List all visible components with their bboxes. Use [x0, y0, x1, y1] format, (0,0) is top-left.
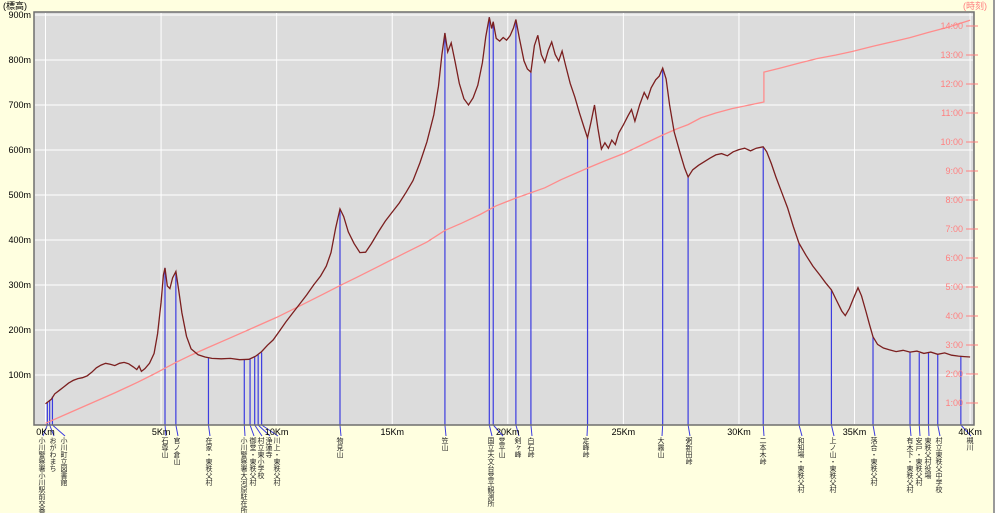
x-axis-label: 15Km: [380, 427, 404, 437]
waypoint-leader-line: [515, 424, 520, 437]
waypoint-leader-line: [830, 424, 835, 437]
waypoint-label: 村立東秩父中学校: [935, 437, 942, 493]
waypoint-label: 大霧山: [657, 437, 664, 458]
waypoint-leader-line: [586, 424, 589, 437]
time-axis-label: 1:00: [945, 398, 963, 408]
x-axis-label: 40Km: [958, 427, 982, 437]
time-axis-label: 8:00: [945, 195, 963, 205]
x-axis-label: 5Km: [152, 427, 171, 437]
time-axis-label: 7:00: [945, 224, 963, 234]
time-axis-label: 10:00: [940, 137, 963, 147]
waypoint-leader-line: [243, 424, 246, 437]
time-axis-label: 13:00: [940, 50, 963, 60]
waypoint-leader-line: [175, 424, 179, 437]
x-axis-label: 25Km: [612, 427, 636, 437]
waypoint-leader-line: [530, 424, 533, 437]
waypoint-leader-line: [909, 424, 912, 437]
waypoint-leader-line: [207, 424, 211, 437]
time-axis-label: 9:00: [945, 166, 963, 176]
y-axis-label: 800m: [8, 55, 31, 65]
y-axis-label: 400m: [8, 235, 31, 245]
waypoint-label: 有木下・東秩父村: [906, 437, 913, 493]
time-axis-label: 6:00: [945, 253, 963, 263]
x-axis-label: 20Km: [496, 427, 520, 437]
waypoint-label: 東秩父村役場: [924, 437, 931, 479]
waypoint-label: 槻川: [966, 437, 973, 451]
waypoint-leader-line: [687, 424, 691, 437]
elevation-line: [45, 17, 971, 405]
waypoint-leader-line: [257, 424, 271, 437]
waypoint-leader-line: [960, 424, 972, 437]
time-axis-label: 11:00: [941, 108, 963, 118]
waypoint-leader-line: [762, 424, 765, 437]
waypoint-leader-line: [798, 424, 803, 437]
waypoint-label: 御堂・東秩父村: [249, 437, 256, 486]
waypoint-leader-line: [872, 424, 876, 437]
time-axis-label: 4:00: [945, 311, 963, 321]
y-axis-label: 300m: [8, 280, 31, 290]
time-line: [45, 19, 971, 424]
waypoint-label: 小川警察署小川駅前交番: [38, 437, 45, 513]
waypoint-leader-line: [927, 424, 930, 437]
waypoint-label: 堂平山: [498, 437, 505, 458]
waypoint-leader-line: [261, 424, 279, 437]
waypoint-label: 和知場・東秩父村: [797, 437, 804, 493]
x-axis-label: 0Km: [36, 427, 55, 437]
waypoint-label: 粥新田峠: [685, 437, 692, 465]
waypoint-label: 白石峠: [527, 437, 534, 458]
time-axis-label: 3:00: [945, 340, 963, 350]
x-axis-label: 10Km: [265, 427, 289, 437]
waypoint-leader-line: [49, 424, 55, 437]
y-axis-label: 500m: [8, 190, 31, 200]
waypoint-leader-line: [249, 424, 255, 437]
waypoint-leader-line: [42, 424, 48, 437]
waypoint-label: 国立天文台堂平観測所: [487, 437, 494, 507]
y-axis-label: 600m: [8, 145, 31, 155]
waypoint-label: 笠山: [441, 437, 448, 451]
waypoint-leader-line: [444, 424, 447, 437]
waypoint-label: 安戸・東秩父村: [915, 437, 922, 486]
plot-background: [34, 12, 974, 425]
waypoint-leader-line: [52, 424, 66, 437]
waypoint-label: 小川町立図書館: [60, 437, 67, 486]
waypoint-label: 在家・東秩父村: [205, 437, 212, 486]
waypoint-label: 村立東小学校: [257, 437, 264, 479]
waypoint-leader-line: [492, 424, 504, 437]
waypoint-label: 定峰峠: [582, 437, 589, 458]
waypoint-leader-line: [339, 424, 342, 437]
waypoint-label: 上ノ山・東秩父村: [829, 437, 836, 493]
waypoint-label: 小川警察署大河原駐在所: [240, 437, 247, 513]
waypoint-label: 浄蓮寺: [265, 437, 272, 458]
y-axis-label: 100m: [8, 370, 31, 380]
elevation-axis-title: (標高): [3, 1, 27, 11]
waypoint-label: 石尊山: [161, 437, 168, 458]
waypoint-leader-line: [661, 424, 664, 437]
waypoint-label: 物見山: [336, 437, 343, 458]
time-axis-label: 12:00: [940, 79, 963, 89]
waypoint-label: 二本木峠: [759, 437, 766, 465]
waypoint-leader-line: [164, 424, 167, 437]
waypoint-leader-line: [488, 424, 493, 437]
waypoint-label: おがわまち: [49, 437, 56, 472]
time-axis-title: (時刻): [963, 1, 987, 11]
plot-border: [33, 11, 975, 426]
waypoint-leader-line: [918, 424, 921, 437]
y-axis-label: 700m: [8, 100, 31, 110]
time-axis-label: 5:00: [945, 282, 963, 292]
time-axis-label: 2:00: [945, 369, 963, 379]
waypoint-label: 川上・東秩父村: [273, 437, 280, 486]
waypoint-label: 官ノ倉山: [173, 437, 180, 465]
waypoint-leader-line: [254, 424, 263, 437]
time-axis-label: 14:00: [940, 21, 963, 31]
x-axis-label: 30Km: [727, 427, 751, 437]
x-axis-label: 35Km: [843, 427, 867, 437]
waypoint-label: 落合・東秩父村: [870, 437, 877, 486]
waypoint-leader-line: [937, 424, 941, 437]
waypoint-label: 剣ヶ峰: [514, 437, 521, 458]
y-axis-label: 900m: [8, 10, 31, 20]
y-axis-label: 200m: [8, 325, 31, 335]
